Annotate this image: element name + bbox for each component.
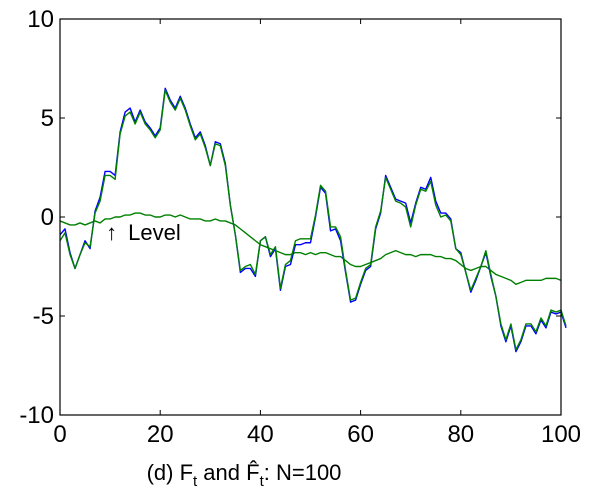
x-tick-label: 40 [247, 421, 274, 448]
x-tick-label: 100 [541, 421, 581, 448]
series-line-estimate [59, 89, 567, 351]
y-tick-label: 5 [41, 105, 54, 132]
y-tick-label: 0 [41, 204, 54, 231]
chart-caption: (d) Ft and F̂t: N=100 [147, 460, 342, 490]
axis-labels: 0 20 40 60 80 100 -10 -5 0 5 10 [19, 6, 581, 448]
caption-sub-2: t [260, 473, 265, 490]
y-tick-label: -5 [33, 303, 54, 330]
x-tick-label: 20 [147, 421, 174, 448]
level-annotation: ↑ Level [106, 220, 181, 245]
level-label: Level [128, 220, 181, 245]
caption-mid: and [197, 460, 246, 485]
level-arrow-icon: ↑ [106, 220, 117, 245]
caption-f-hat: F̂ [246, 460, 259, 485]
x-tick-label: 80 [447, 421, 474, 448]
plot-area [59, 87, 567, 353]
x-tick-label: 0 [53, 421, 66, 448]
caption-suffix: : N=100 [264, 460, 342, 485]
axis-ticks [59, 18, 562, 416]
y-tick-label: -10 [19, 402, 54, 429]
x-tick-label: 60 [347, 421, 374, 448]
caption-sub-1: t [193, 473, 198, 490]
series-line-level [59, 212, 562, 286]
caption-prefix: (d) F [147, 460, 193, 485]
y-tick-label: 10 [27, 6, 54, 33]
